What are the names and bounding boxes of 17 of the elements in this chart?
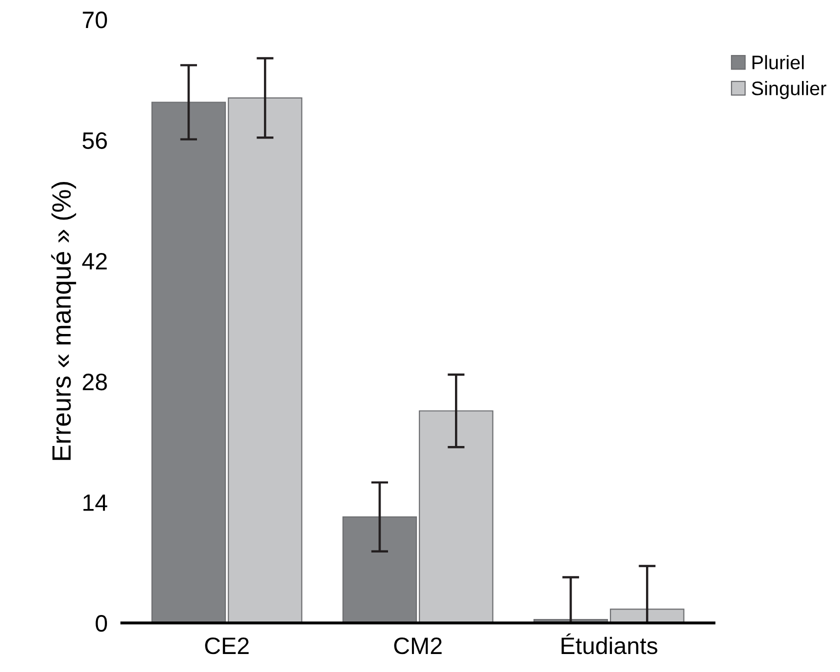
y-axis-title: Erreurs « manqué » (%) bbox=[51, 182, 76, 460]
y-tick-label: 70 bbox=[82, 12, 107, 28]
x-tick-label: Étudiants bbox=[562, 633, 658, 654]
bar bbox=[151, 102, 226, 623]
legend-label: Singulier bbox=[752, 80, 826, 100]
y-tick-label: 28 bbox=[82, 374, 107, 390]
y-tick-label: 14 bbox=[83, 494, 108, 511]
x-tick-label: CM2 bbox=[394, 637, 442, 654]
bar bbox=[418, 410, 494, 623]
x-tick-label: CE2 bbox=[205, 637, 249, 654]
y-tick-label: 0 bbox=[96, 615, 107, 632]
bar bbox=[228, 97, 302, 623]
y-tick-label: 56 bbox=[82, 132, 107, 149]
bar bbox=[610, 608, 684, 623]
legend-label: Pluriel bbox=[752, 55, 804, 70]
y-tick-label: 42 bbox=[82, 252, 107, 270]
bar bbox=[342, 516, 417, 623]
